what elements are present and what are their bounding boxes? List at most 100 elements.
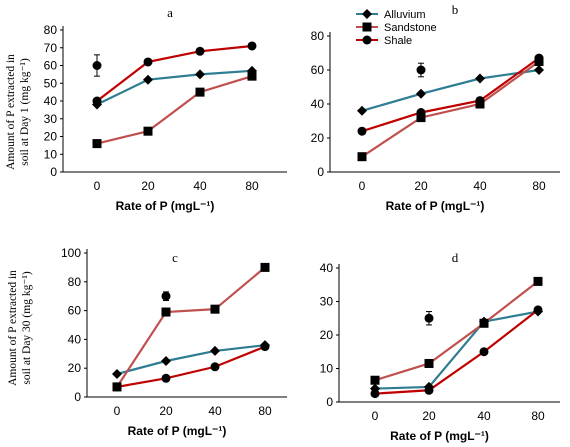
data-point-shale bbox=[210, 362, 220, 372]
data-point-sandstone bbox=[195, 87, 205, 97]
x-tick-label: 40 bbox=[208, 404, 222, 418]
y-axis-label-day1-line2: soil at Day 1 (mg kg⁻¹) bbox=[19, 58, 31, 166]
y-tick-label: 80 bbox=[68, 275, 82, 289]
series-line-sandstone bbox=[116, 266, 266, 388]
x-tick-label: 0 bbox=[114, 404, 121, 418]
panel-label: b bbox=[452, 2, 459, 17]
data-point-sandstone bbox=[161, 307, 171, 317]
y-axis-label-bottom-group: Amount of P extracted in soil at Day 30 … bbox=[7, 270, 33, 386]
data-point-shale bbox=[143, 57, 153, 67]
data-point-shale bbox=[533, 305, 543, 315]
data-point-sandstone bbox=[210, 304, 220, 314]
series-line-shale bbox=[374, 309, 539, 395]
y-axis-label-day30-line2: soil at Day 30 (mg kg⁻¹) bbox=[21, 271, 33, 384]
data-point-shale bbox=[161, 373, 171, 383]
series-line-sandstone bbox=[96, 75, 253, 145]
x-tick-label: 0 bbox=[94, 179, 101, 193]
y-tick-label: 10 bbox=[320, 362, 334, 376]
y-tick-label: 100 bbox=[61, 246, 81, 260]
series-line-alluvium bbox=[96, 69, 253, 106]
x-tick-label: 80 bbox=[245, 179, 259, 193]
data-point-shale bbox=[112, 382, 122, 392]
series-line-shale bbox=[361, 57, 540, 133]
data-point-sandstone bbox=[533, 276, 543, 286]
chart-panel-d: d 0 10 20 30 40 0 20 40 80 Rate of P (mgL⁻¹) bbox=[320, 250, 560, 443]
data-point-alluvium bbox=[416, 88, 426, 99]
x-tick-label: 80 bbox=[532, 179, 546, 193]
data-point-alluvium bbox=[161, 356, 171, 366]
data-point-shale bbox=[424, 385, 434, 395]
data-point-alluvium bbox=[143, 74, 153, 85]
data-point-shale bbox=[534, 53, 544, 63]
y-tick-label: 40 bbox=[311, 97, 325, 111]
data-point-shale bbox=[370, 389, 380, 399]
x-tick-label: 0 bbox=[359, 179, 366, 193]
data-point-shale bbox=[260, 342, 270, 352]
data-point-shale bbox=[92, 96, 102, 106]
y-axis-label-top-group: Amount of P extracted in soil at Day 1 (… bbox=[5, 54, 31, 170]
error-point bbox=[92, 61, 102, 70]
legend-marker bbox=[362, 9, 372, 19]
series-line-alluvium bbox=[361, 68, 540, 112]
data-point-sandstone bbox=[260, 262, 270, 272]
data-point-sandstone bbox=[370, 375, 380, 385]
y-tick-label: 30 bbox=[44, 112, 58, 126]
y-tick-label: 0 bbox=[326, 395, 333, 409]
chart-panel-a: a 0 10 20 30 40 50 60 70 80 0 20 40 80 Rate of P (mgL⁻… bbox=[44, 5, 287, 213]
legend-marker bbox=[362, 35, 372, 45]
legend-label: Shale bbox=[384, 35, 412, 47]
y-tick-label: 60 bbox=[311, 63, 325, 77]
y-tick-label: 70 bbox=[44, 41, 58, 55]
series-line-sandstone bbox=[361, 60, 540, 158]
data-point-sandstone bbox=[92, 139, 102, 149]
y-tick-label: 20 bbox=[320, 328, 334, 342]
x-tick-label: 20 bbox=[422, 409, 436, 423]
data-point-alluvium bbox=[112, 368, 122, 379]
y-tick-label: 60 bbox=[68, 304, 82, 318]
series-line-sandstone bbox=[374, 280, 539, 382]
data-point-alluvium bbox=[195, 69, 205, 80]
panel-label: d bbox=[452, 250, 459, 265]
error-point bbox=[424, 313, 434, 323]
x-axis-title: Rate of P (mgL⁻¹) bbox=[116, 199, 215, 213]
y-tick-label: 20 bbox=[44, 130, 58, 144]
x-tick-label: 20 bbox=[141, 179, 155, 193]
data-point-shale bbox=[247, 41, 257, 51]
y-axis-label-day30-line1: Amount of P extracted in bbox=[7, 270, 19, 386]
x-tick-label: 40 bbox=[477, 409, 491, 423]
legend-marker bbox=[362, 22, 372, 32]
data-point-sandstone bbox=[424, 358, 434, 368]
y-tick-label: 20 bbox=[311, 131, 325, 145]
data-point-sandstone bbox=[416, 113, 426, 123]
x-axis-title: Rate of P (mgL⁻¹) bbox=[128, 424, 227, 438]
y-tick-label: 40 bbox=[44, 94, 58, 108]
y-tick-label: 30 bbox=[320, 295, 334, 309]
panel-label: c bbox=[172, 250, 178, 265]
x-tick-label: 40 bbox=[473, 179, 487, 193]
y-tick-label: 50 bbox=[44, 76, 58, 90]
data-point-sandstone bbox=[143, 126, 153, 136]
chart-panel-c: c 0 20 40 60 80 100 0 20 40 80 Rate of P (mgL⁻¹) bbox=[61, 246, 287, 438]
data-point-shale bbox=[475, 96, 485, 106]
series-line-shale bbox=[96, 44, 253, 102]
data-point-shale bbox=[416, 108, 426, 117]
data-point-alluvium bbox=[357, 105, 367, 116]
data-point-shale bbox=[479, 347, 489, 357]
x-axis-title: Rate of P (mgL⁻¹) bbox=[386, 199, 485, 213]
x-tick-label: 80 bbox=[531, 409, 545, 423]
data-point-shale bbox=[195, 46, 205, 56]
series-line-alluvium bbox=[116, 344, 266, 376]
x-tick-label: 20 bbox=[414, 179, 428, 193]
x-tick-label: 0 bbox=[372, 409, 379, 423]
data-point-sandstone bbox=[479, 318, 489, 328]
data-point-shale bbox=[357, 126, 367, 136]
chart-panel-b: b 0 20 40 60 80 0 20 40 80 Rate of P (mgL⁻¹) Alluvi… bbox=[311, 2, 560, 213]
y-tick-label: 0 bbox=[50, 165, 57, 179]
y-tick-label: 20 bbox=[68, 361, 82, 375]
y-tick-label: 80 bbox=[44, 23, 58, 37]
series-line-alluvium bbox=[374, 310, 539, 390]
y-tick-label: 60 bbox=[44, 59, 58, 73]
data-point-sandstone bbox=[357, 152, 367, 162]
